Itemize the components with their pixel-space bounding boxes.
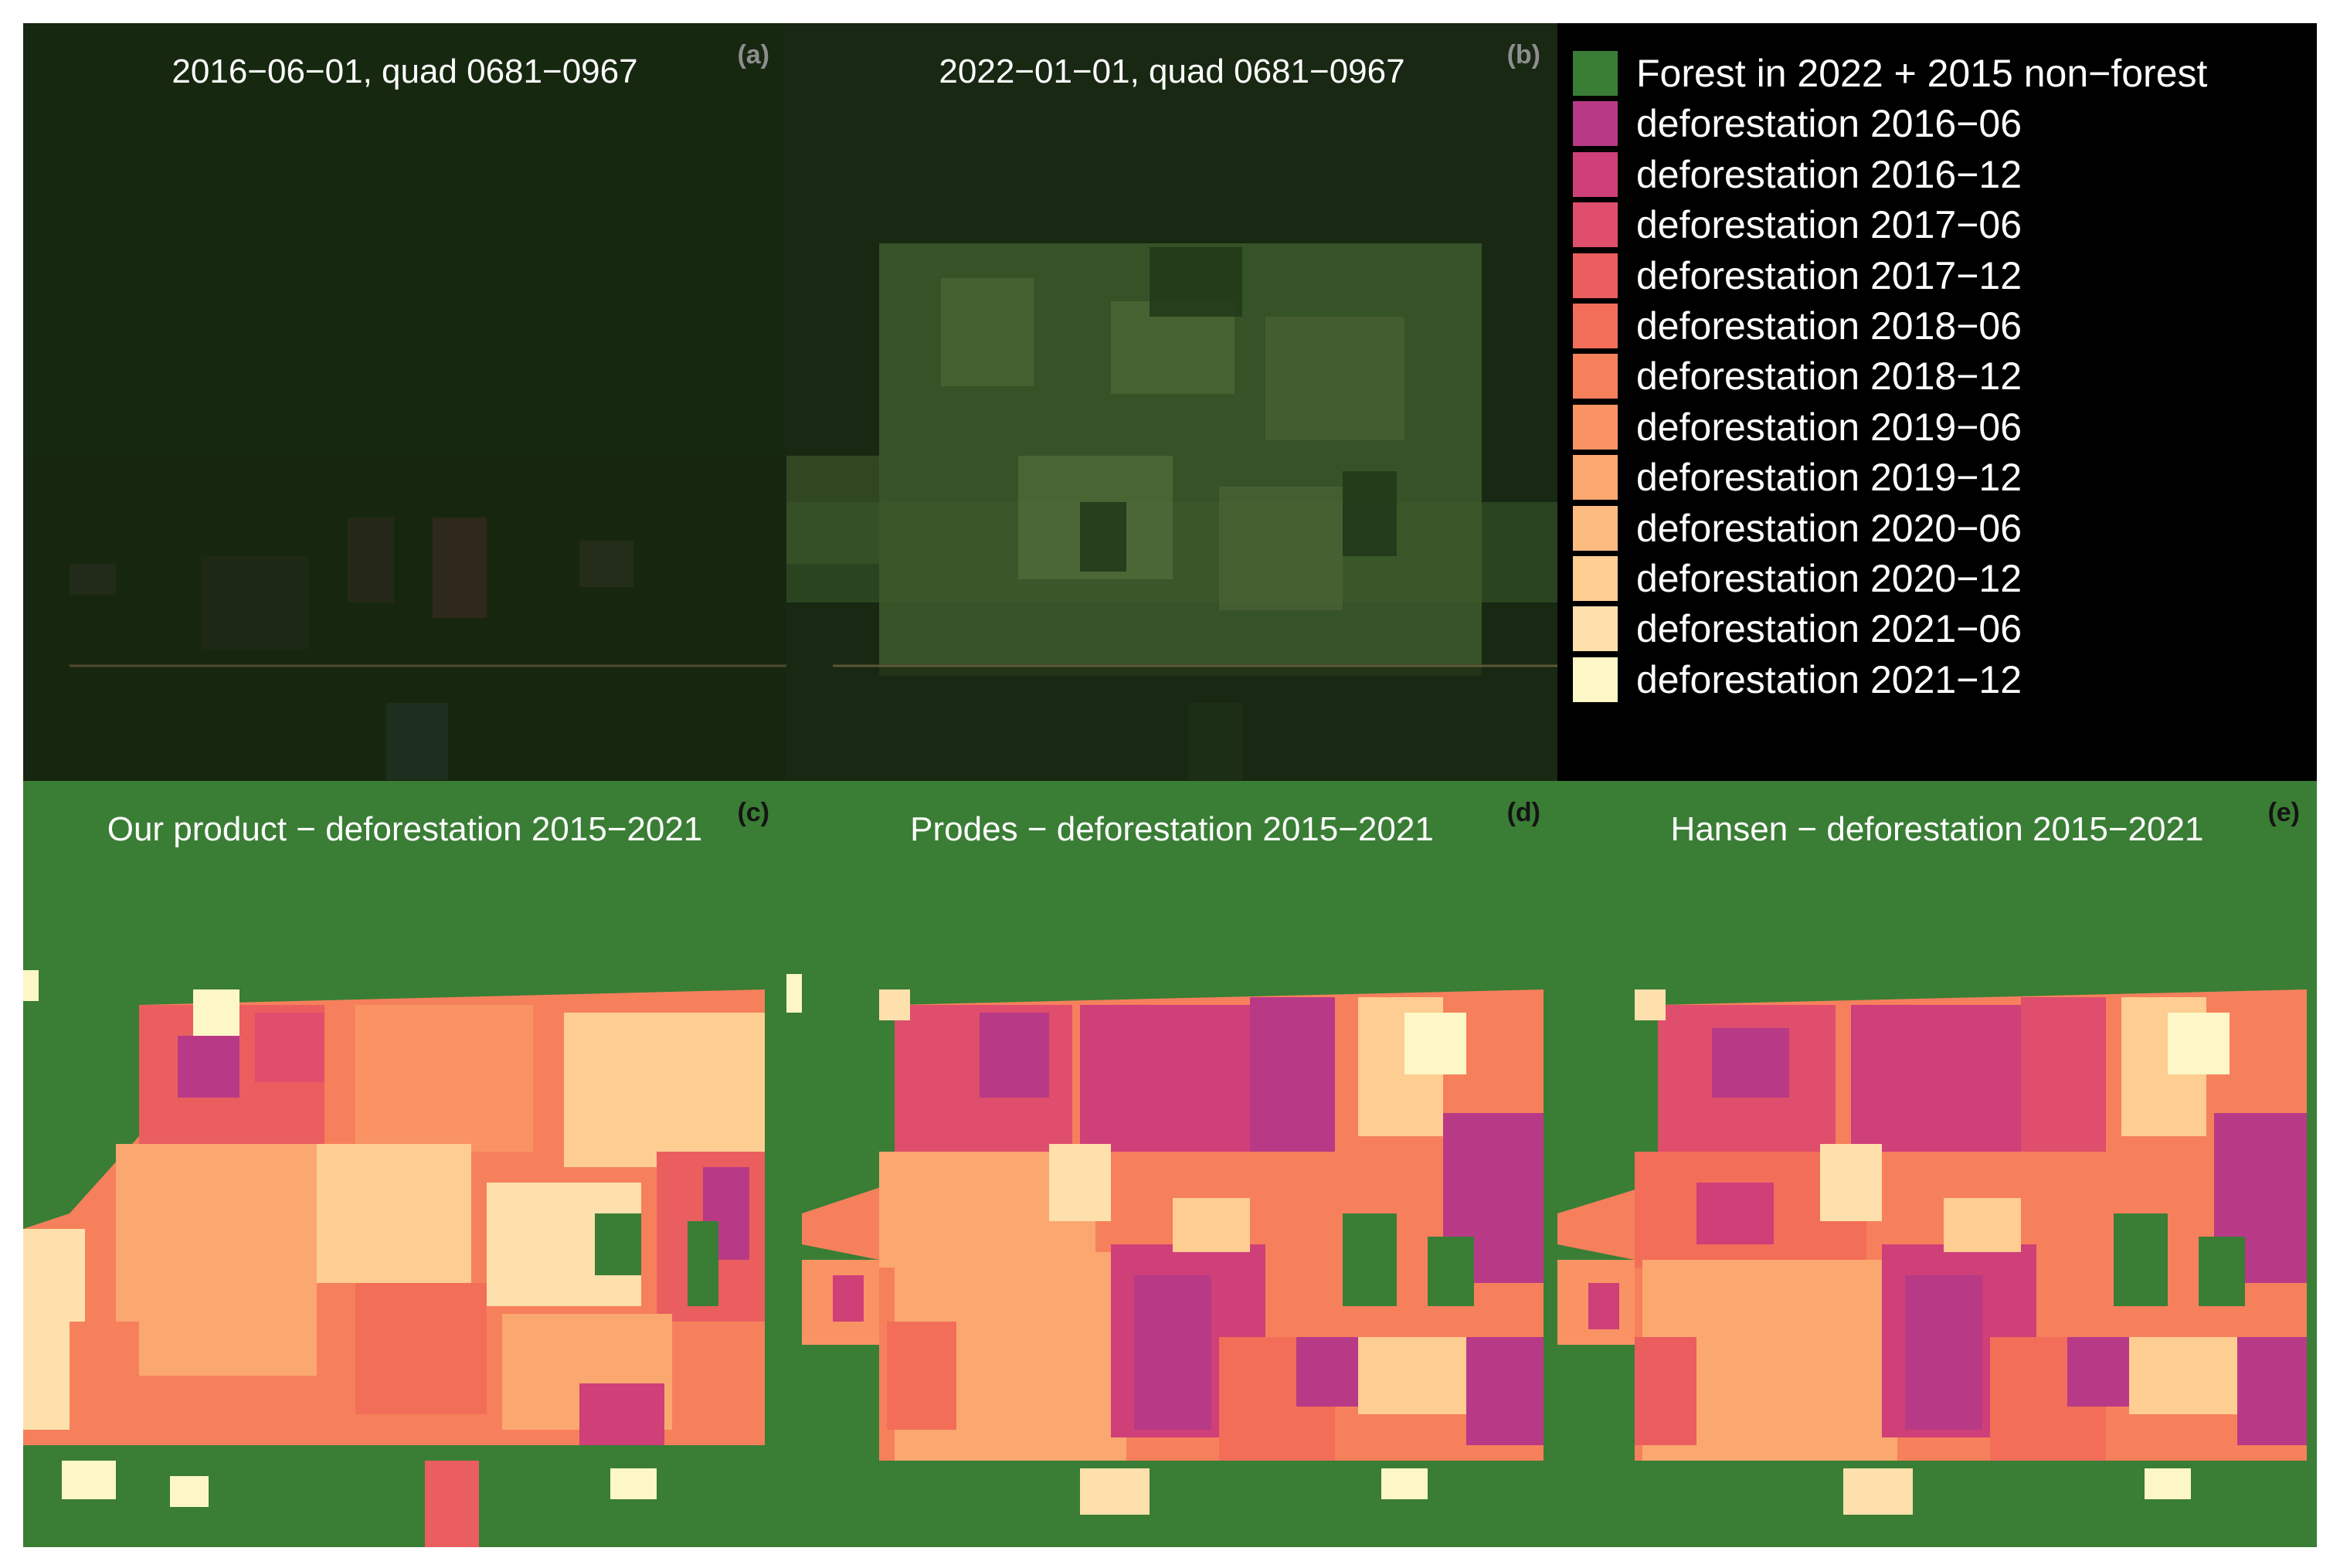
legend-item: deforestation 2019−12 — [1573, 453, 2022, 502]
legend-label: deforestation 2021−06 — [1636, 607, 2022, 651]
legend-item: Forest in 2022 + 2015 non−forest — [1573, 49, 2207, 98]
legend-label: Forest in 2022 + 2015 non−forest — [1636, 52, 2208, 95]
deforestation-map-prodes — [786, 781, 1557, 1547]
panel-e-label: (e) — [2267, 798, 2300, 827]
panel-d-prodes-map: Prodes − deforestation 2015−2021 (d) — [786, 781, 1557, 1547]
legend-swatch — [1573, 253, 1618, 298]
panel-d-label: (d) — [1506, 798, 1540, 827]
legend-swatch — [1573, 304, 1618, 348]
legend-item: deforestation 2017−12 — [1573, 251, 2022, 300]
panel-a-satellite-2016: 2016−06−01, quad 0681−0967 (a) — [23, 23, 786, 781]
legend: Forest in 2022 + 2015 non−forest deforest… — [1557, 23, 2317, 781]
panel-e-title: Hansen − deforestation 2015−2021 — [1670, 810, 2204, 848]
legend-swatch — [1573, 404, 1618, 450]
legend-label: deforestation 2021−12 — [1636, 657, 2022, 701]
panel-b-label: (b) — [1506, 40, 1540, 70]
panel-b-title: 2022−01−01, quad 0681−0967 — [939, 53, 1405, 90]
legend-swatch — [1573, 606, 1618, 652]
legend-label: deforestation 2017−12 — [1636, 253, 2022, 297]
legend-swatch — [1573, 505, 1618, 551]
legend-label: deforestation 2017−06 — [1636, 203, 2022, 247]
panel-a-label: (a) — [737, 40, 769, 70]
legend-swatch — [1573, 455, 1618, 501]
legend-item: deforestation 2018−06 — [1573, 301, 2022, 351]
legend-item: deforestation 2020−12 — [1573, 554, 2022, 603]
legend-swatch — [1573, 51, 1618, 96]
legend-label: deforestation 2018−06 — [1636, 304, 2022, 348]
legend-item: deforestation 2021−06 — [1573, 604, 2022, 653]
panel-c-label: (c) — [737, 798, 769, 827]
legend-label: deforestation 2016−12 — [1636, 152, 2022, 196]
deforestation-map-hansen — [1557, 781, 2317, 1547]
legend-item: deforestation 2019−06 — [1573, 402, 2022, 452]
legend-swatch — [1573, 657, 1618, 702]
legend-label: deforestation 2020−06 — [1636, 506, 2022, 550]
legend-swatch — [1573, 101, 1618, 147]
legend-label: deforestation 2016−06 — [1636, 102, 2022, 146]
legend-label: deforestation 2018−12 — [1636, 355, 2022, 399]
panel-a-title: 2016−06−01, quad 0681−0967 — [172, 53, 638, 90]
satellite-image-2022 — [786, 23, 1557, 781]
panel-b-satellite-2022: 2022−01−01, quad 0681−0967 (b) — [786, 23, 1557, 781]
legend-swatch — [1573, 202, 1618, 248]
legend-item: deforestation 2018−12 — [1573, 351, 2022, 401]
legend-label: deforestation 2019−06 — [1636, 405, 2022, 449]
satellite-image-2016 — [23, 23, 786, 781]
panel-d-title: Prodes − deforestation 2015−2021 — [910, 810, 1434, 848]
legend-swatch — [1573, 151, 1618, 197]
legend-item: deforestation 2016−12 — [1573, 150, 2022, 199]
legend-swatch — [1573, 354, 1618, 399]
legend-item: deforestation 2017−06 — [1573, 200, 2022, 249]
panel-e-hansen-map: Hansen − deforestation 2015−2021 (e) — [1557, 781, 2317, 1547]
panel-c-our-product-map: Our product − deforestation 2015−2021 (c… — [23, 781, 786, 1547]
legend-swatch — [1573, 556, 1618, 601]
legend-item: deforestation 2016−06 — [1573, 99, 2022, 148]
legend-item: deforestation 2021−12 — [1573, 655, 2022, 704]
deforestation-map-our-product — [23, 781, 786, 1547]
legend-label: deforestation 2019−12 — [1636, 456, 2022, 500]
legend-item: deforestation 2020−06 — [1573, 504, 2022, 553]
panel-c-title: Our product − deforestation 2015−2021 — [107, 810, 703, 848]
legend-label: deforestation 2020−12 — [1636, 557, 2022, 600]
